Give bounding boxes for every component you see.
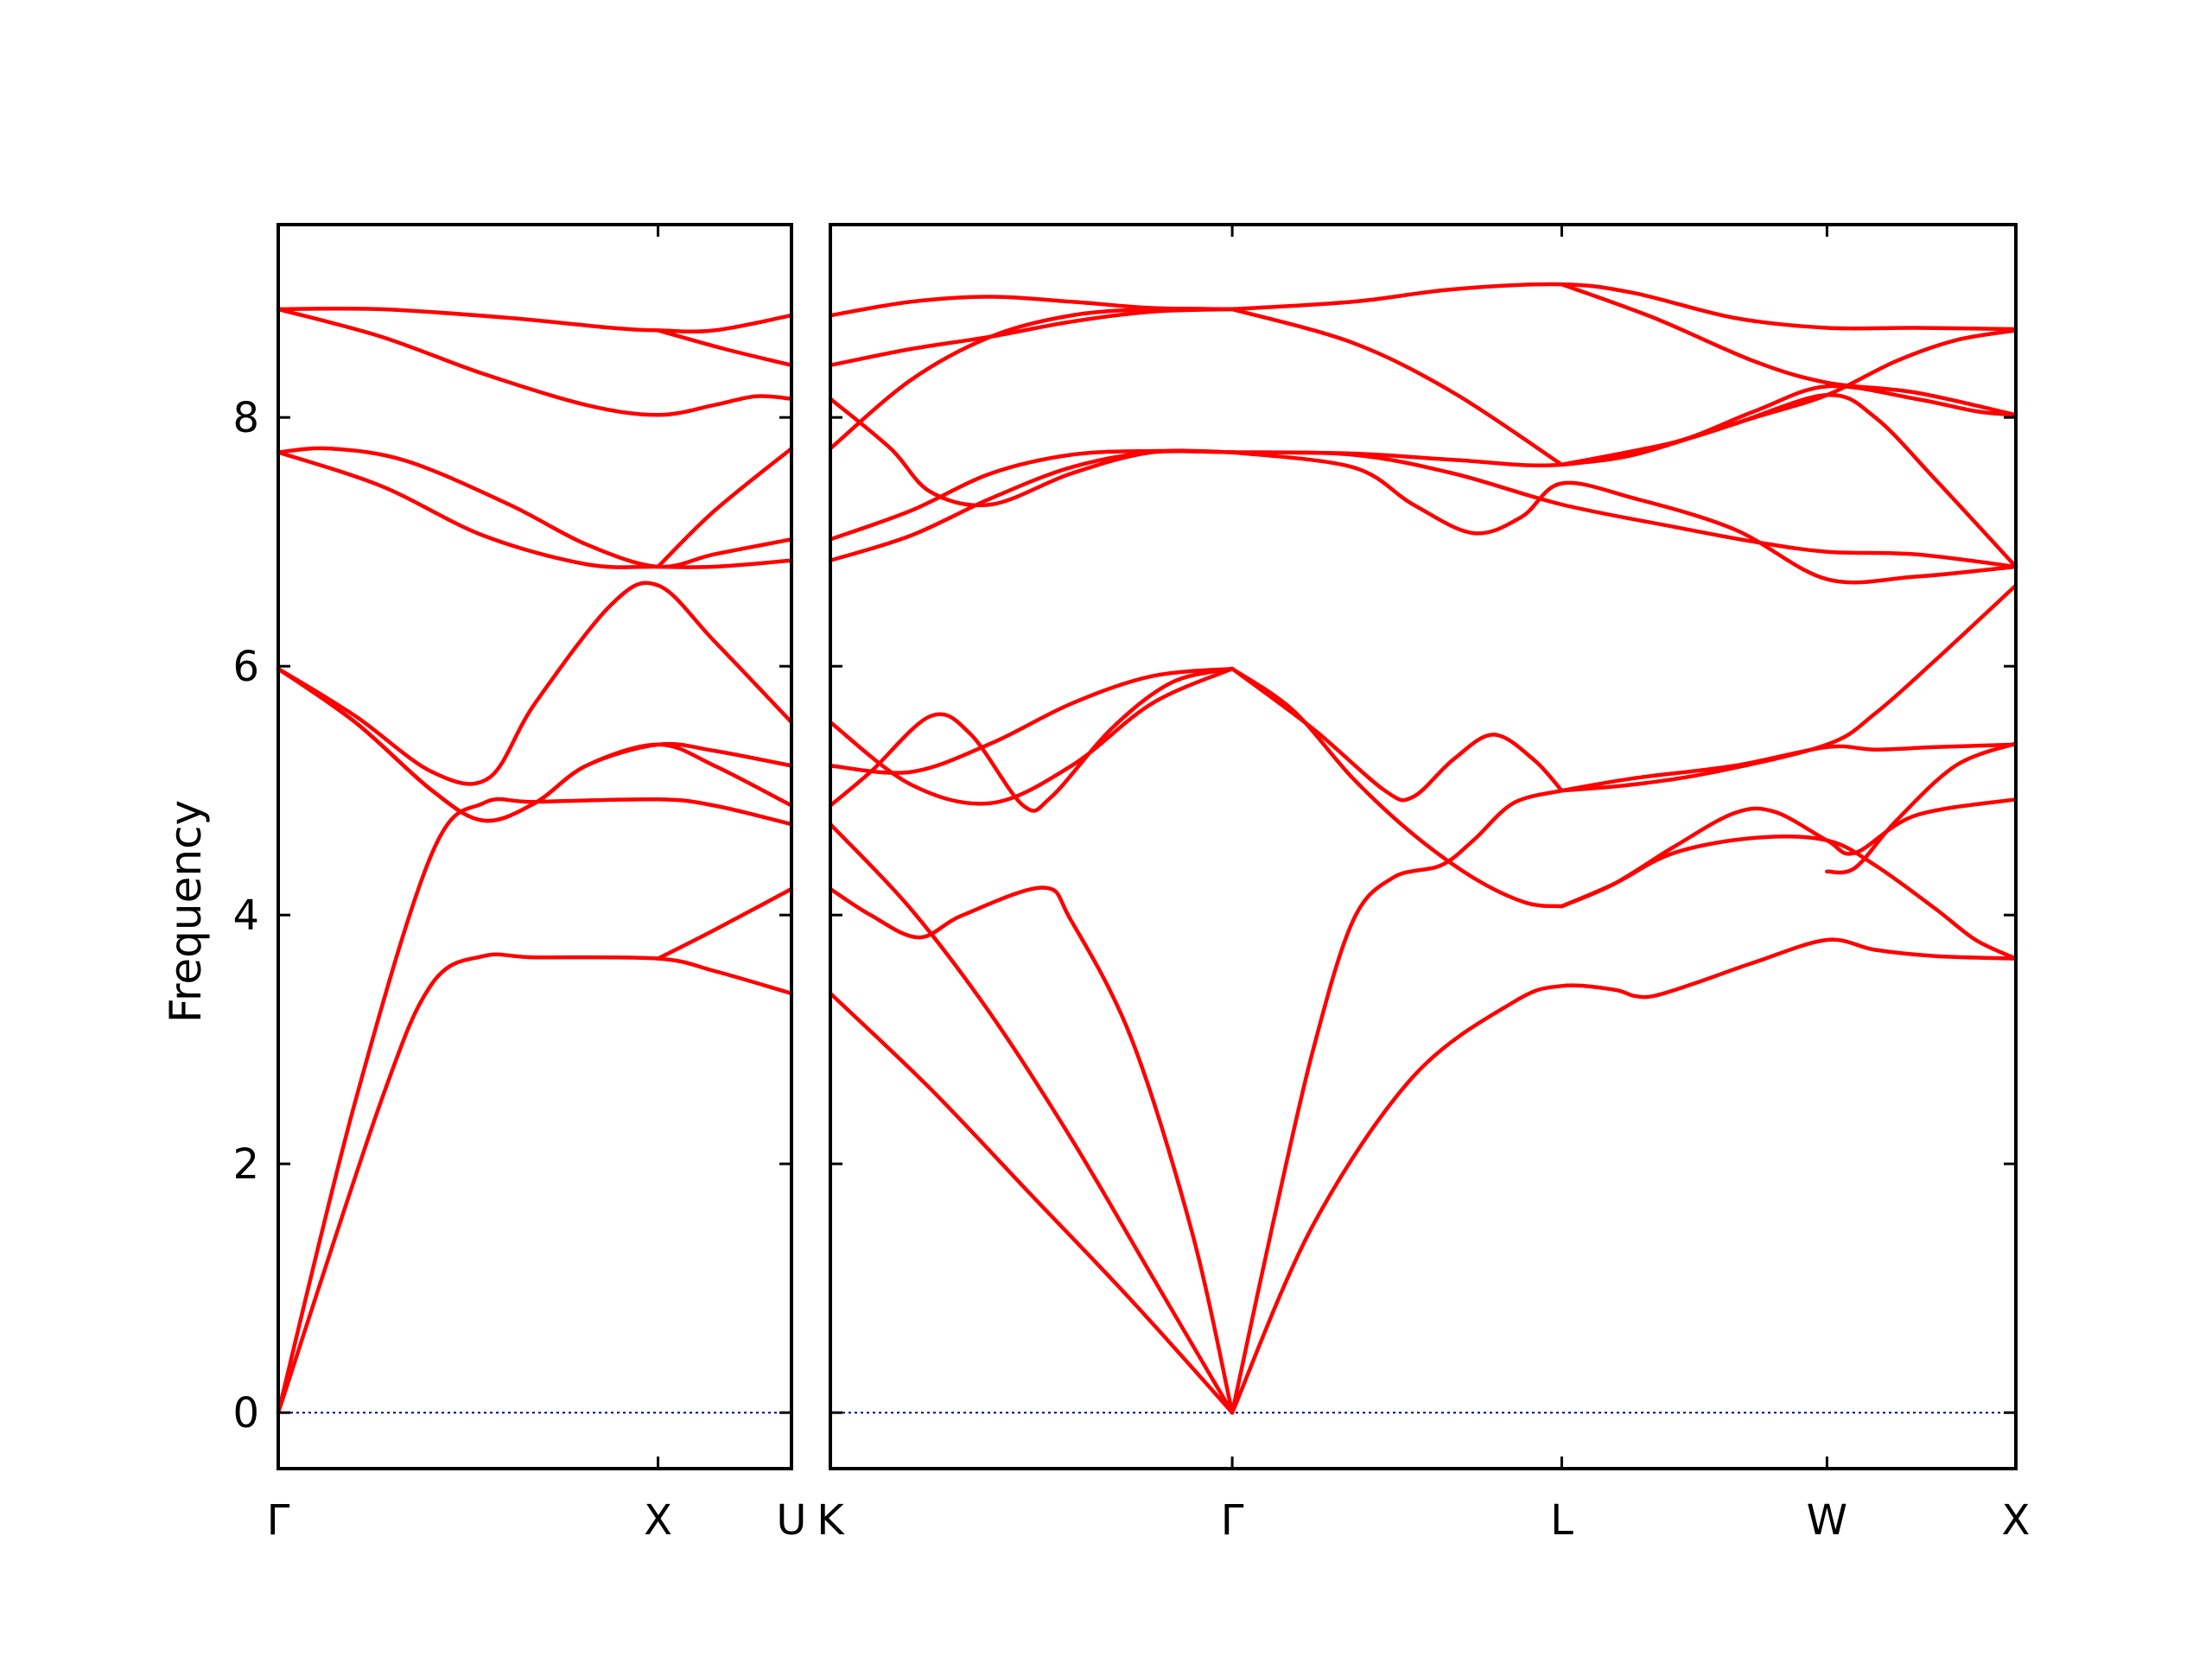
right-panel-band-15 — [830, 669, 1232, 803]
right-panel-xtick-label: Γ — [1221, 1496, 1244, 1545]
right-panel-band-3 — [830, 887, 1232, 1412]
tick-labels: Γ X U K Γ L W X 0 2 4 6 8 — [232, 394, 2030, 1545]
left-panel-band-2 — [278, 799, 791, 1412]
right-panel-band-19 — [1562, 395, 2017, 567]
left-panel-band-4 — [278, 583, 791, 784]
left-panel-band-8 — [278, 448, 791, 567]
right-panel-band-25 — [830, 451, 1232, 539]
ytick-label: 8 — [232, 394, 259, 442]
ytick-label: 4 — [232, 892, 259, 940]
right-panel-band-2 — [830, 824, 1232, 1412]
left-panel-band-9 — [658, 448, 791, 567]
band-curves — [278, 284, 2016, 1412]
right-panel-band-1 — [830, 993, 1232, 1412]
left-panel-xtick-label: U — [776, 1496, 806, 1545]
right-panel-band-4 — [1232, 940, 2016, 1413]
left-panel-frame — [278, 225, 791, 1469]
y-axis-label: Frequency — [161, 800, 211, 1023]
right-panel-xtick-label: K — [817, 1496, 845, 1545]
right-panel-xtick-label: W — [1807, 1496, 1847, 1545]
right-panel-band-5 — [1562, 836, 2017, 958]
right-panel-band-18 — [1232, 453, 2016, 568]
left-panel-band-3 — [658, 889, 791, 959]
right-panel-band-28 — [830, 309, 1232, 365]
left-panel-xtick-label: Γ — [267, 1496, 290, 1545]
right-panel-xtick-label: L — [1550, 1496, 1573, 1545]
right-panel-band-24 — [830, 451, 1232, 561]
left-panel-band-6 — [278, 669, 791, 821]
ytick-label: 6 — [232, 643, 259, 691]
left-panel-xtick-label: X — [644, 1496, 672, 1545]
left-panel-band-1 — [278, 955, 791, 1412]
right-panel-band-6 — [1562, 799, 2017, 906]
right-panel-band-10 — [1232, 790, 1561, 1412]
right-panel-band-29 — [830, 297, 1232, 316]
right-panel-band-12 — [1232, 669, 1561, 800]
right-panel-xtick-label: X — [2002, 1496, 2031, 1545]
right-panel-band-26 — [830, 399, 1232, 505]
left-panel-band-12 — [658, 330, 791, 365]
right-panel-band-8 — [1562, 586, 2017, 791]
ytick-label: 2 — [232, 1140, 259, 1189]
right-panel-band-21 — [1232, 309, 1561, 465]
ytick-label: 0 — [232, 1389, 259, 1438]
left-panel-band-5 — [278, 669, 791, 821]
left-panel-band-10 — [278, 309, 791, 415]
